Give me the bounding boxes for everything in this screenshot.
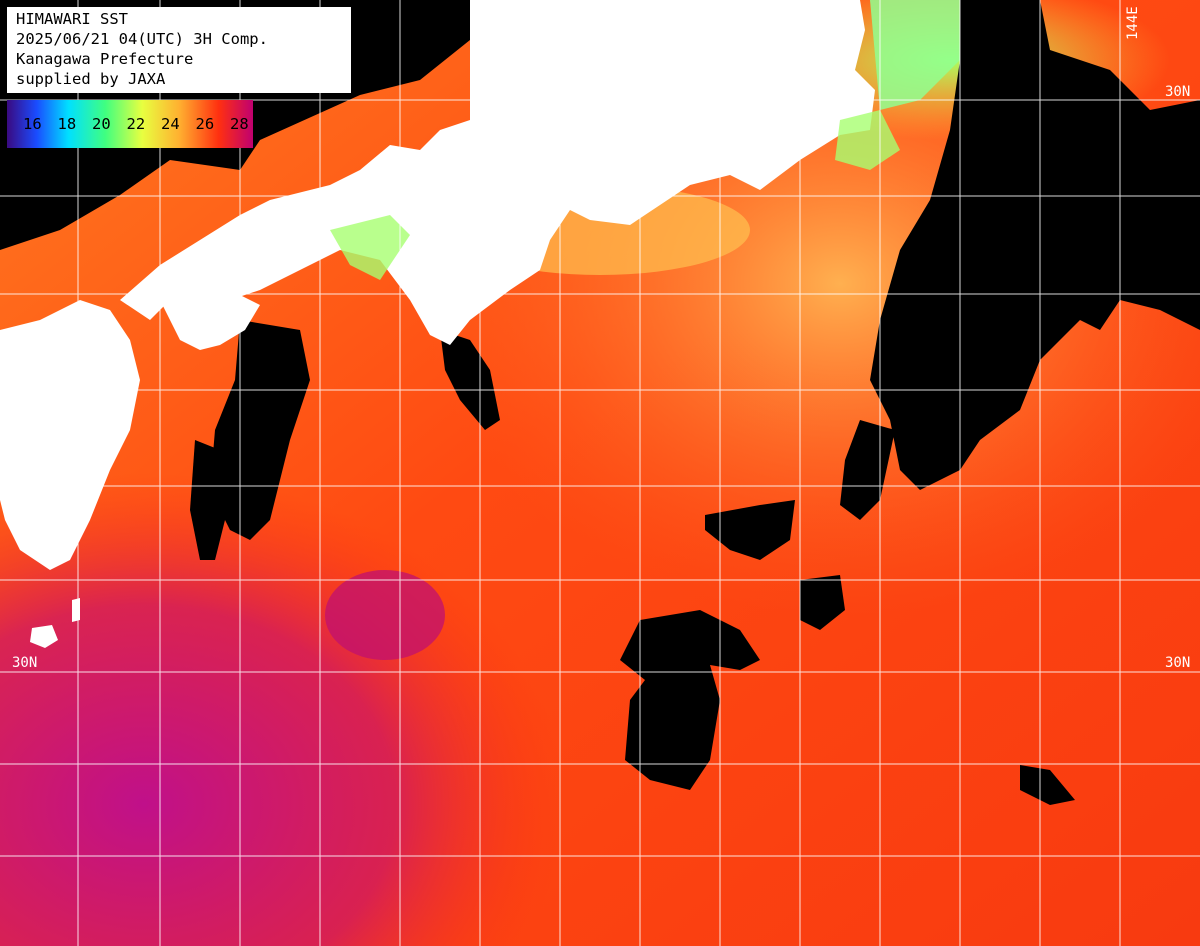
cloud-mask-western [190,440,230,560]
cloud-mask-ocean-center-east [800,575,845,630]
lon-label-144e: 144E [1125,6,1141,40]
land-honshu [120,0,865,345]
land-shikoku [160,290,260,350]
legend-tick: 22 [126,115,146,133]
lat-label-left-30n: 30N [12,655,37,671]
cloud-mask-northeast-coast [1120,140,1200,200]
land-kyushu [0,300,140,570]
map-region: Kanagawa Prefecture [16,50,194,68]
legend-tick: 28 [230,115,249,133]
map-timestamp: 2025/06/21 04(UTC) 3H Comp. [16,30,268,48]
cloud-mask-ocean-center [620,610,760,790]
cloud-mask-ocean-southeast [1020,765,1075,805]
lat-label-right-top: 30N [1165,84,1190,100]
land-noto [470,0,500,80]
map-credit: supplied by JAXA [16,70,166,88]
map-info-box: HIMAWARI SST 2025/06/21 04(UTC) 3H Comp.… [7,7,351,93]
map-title: HIMAWARI SST [16,10,128,28]
legend-tick: 26 [195,115,215,133]
legend-color-bar [7,100,253,148]
lat-label-right-30n: 30N [1165,655,1190,671]
coastal-cool-water-east [835,110,900,170]
temperature-legend: 16 18 20 22 24 26 28 [7,100,253,148]
cloud-mask-east-coast-strip [840,420,895,520]
cloud-mask-shikoku-south [210,320,310,540]
cloud-mask-northeast [870,0,1200,490]
land-yakushima [30,625,58,648]
legend-tick: 20 [92,115,111,133]
legend-tick: 24 [161,115,180,133]
cloud-mask-ocean-strip [705,500,795,560]
lat-label-left-35: 35 [10,374,27,390]
lon-label-136e: 136E [485,6,501,40]
coastal-cool-water-shikoku [330,215,410,280]
land-west-small [0,395,45,450]
coastal-cool-water-northeast [870,0,960,110]
legend-tick: 16 [23,115,42,133]
land-tanegashima [72,598,80,622]
legend-tick-labels: 16 18 20 22 24 26 28 [23,115,253,133]
legend-tick: 18 [57,115,77,133]
cloud-mask-kii-south [440,330,500,430]
